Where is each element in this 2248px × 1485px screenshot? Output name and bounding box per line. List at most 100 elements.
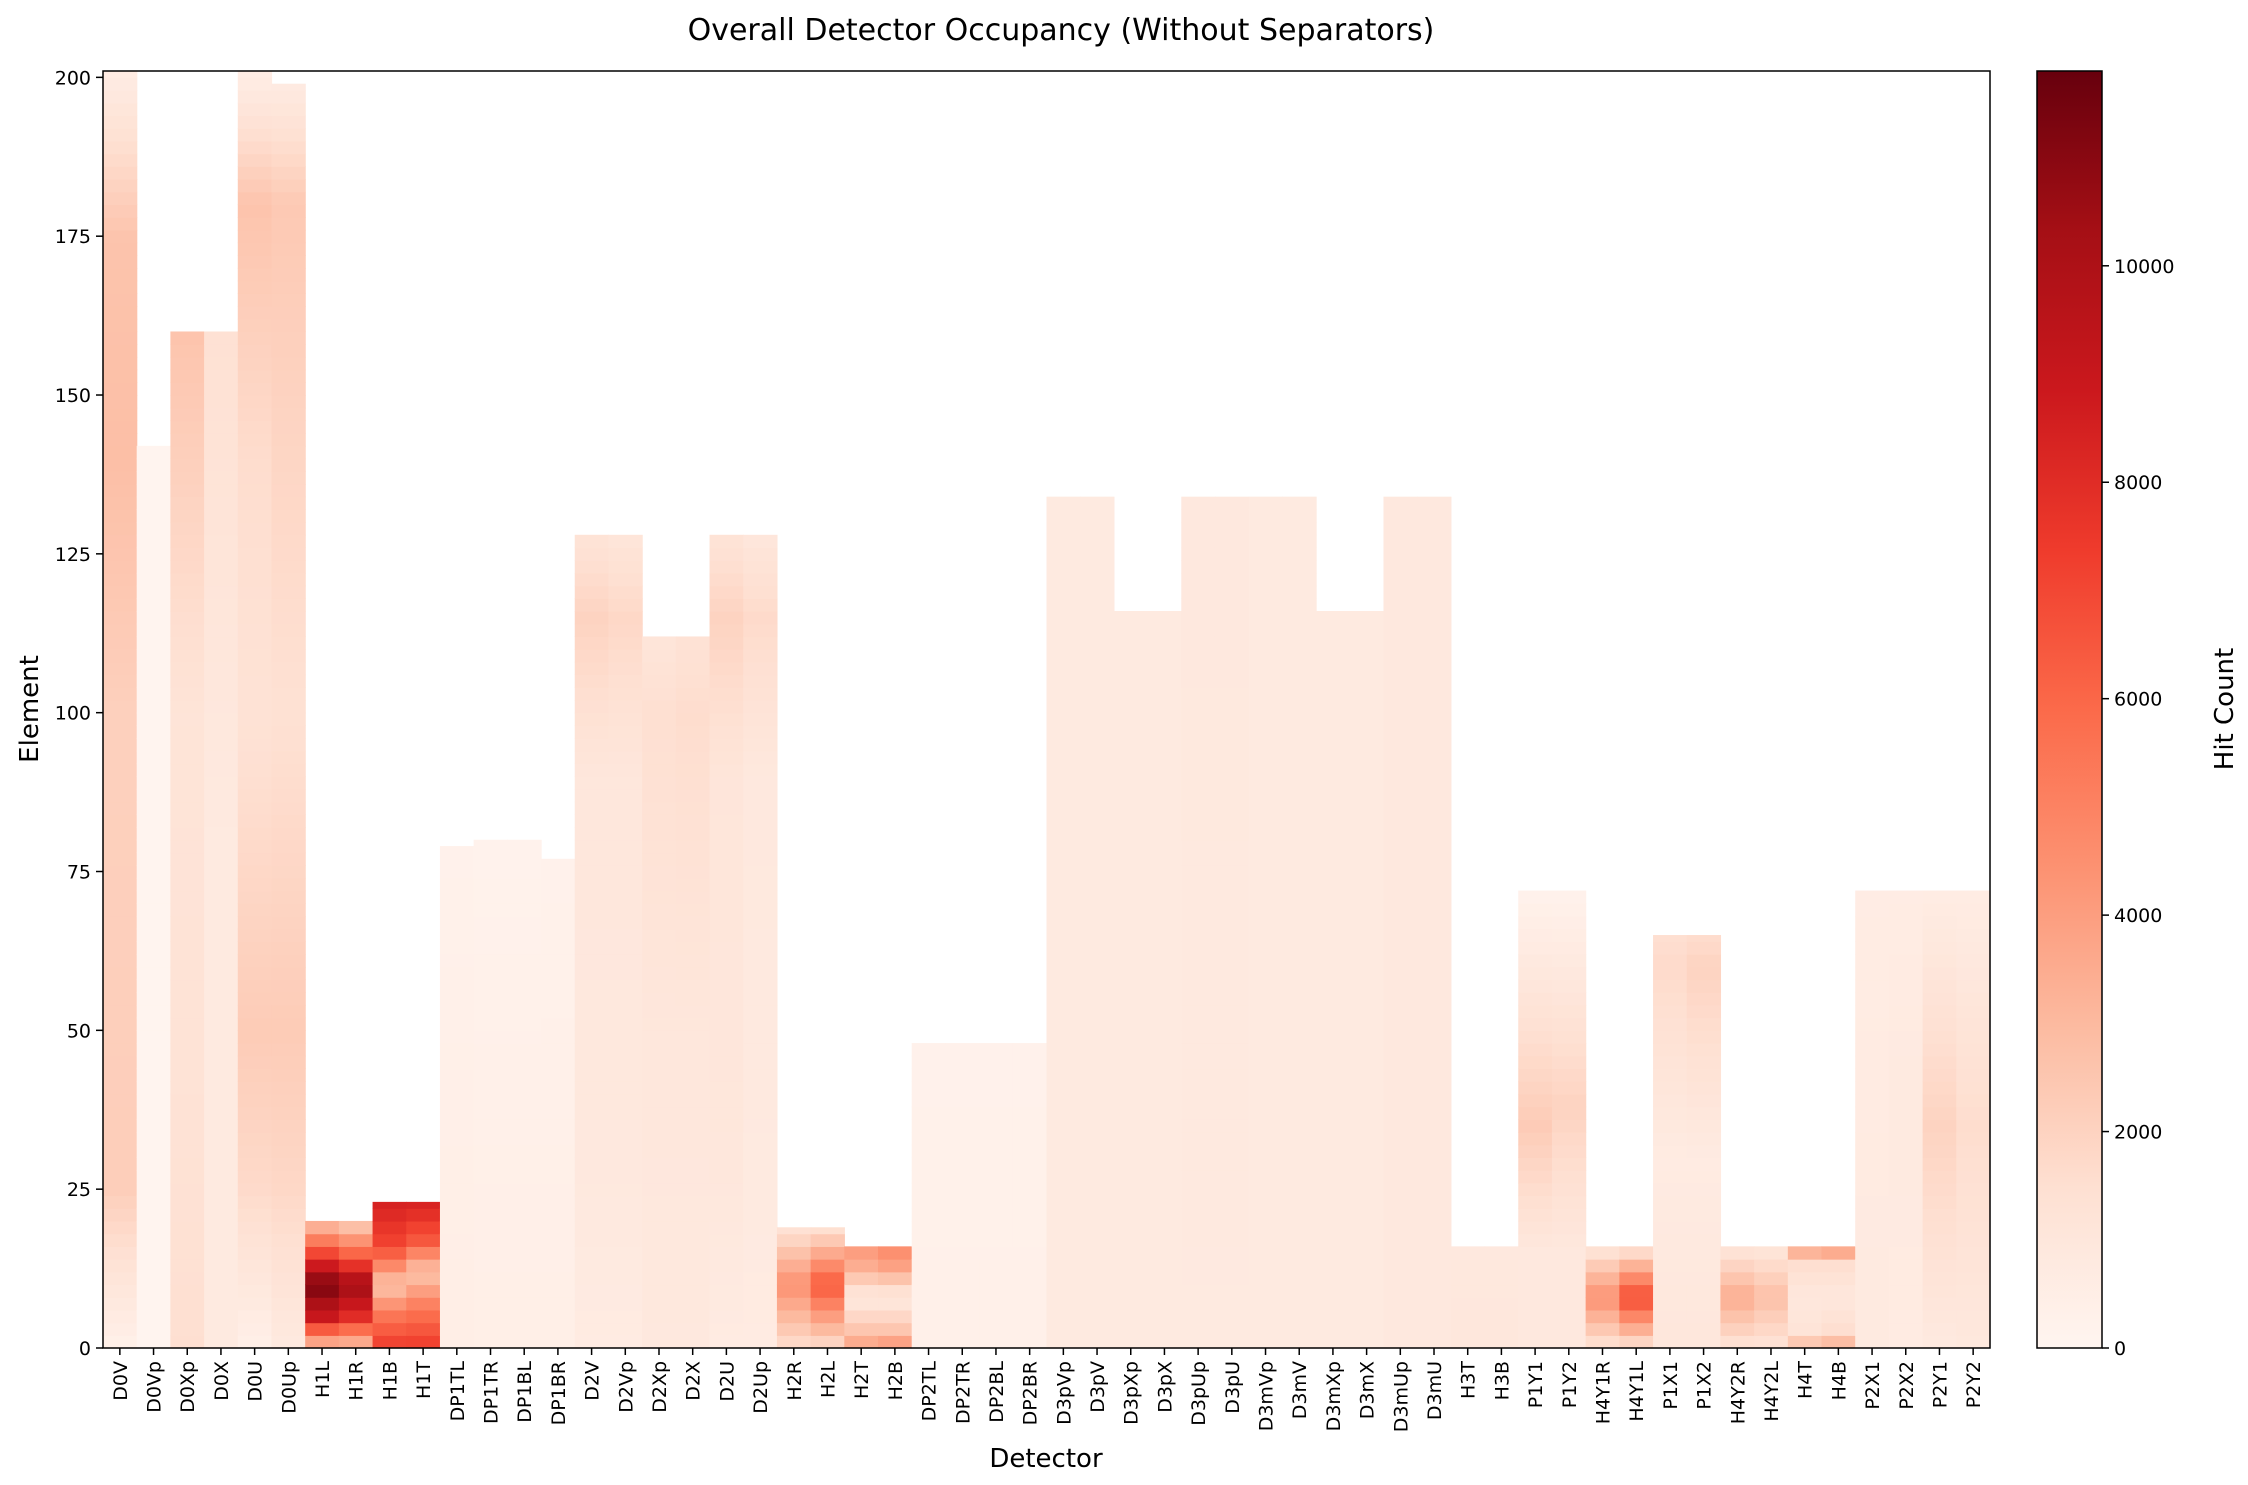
heatmap-cell: [675, 1055, 711, 1070]
heatmap-cell: [1113, 1055, 1149, 1070]
heatmap-cell: [103, 725, 138, 739]
heatmap-cell: [507, 1043, 542, 1057]
heatmap-cell: [709, 1017, 744, 1031]
heatmap-cell: [1383, 725, 1418, 739]
heatmap-cell: [608, 992, 643, 1006]
heatmap-cell: [372, 1335, 407, 1349]
heatmap-cell: [709, 1182, 744, 1197]
heatmap-cell: [1113, 1195, 1149, 1209]
heatmap-cell: [1316, 1004, 1351, 1019]
heatmap-cell: [1080, 1004, 1115, 1019]
heatmap-cell: [743, 1106, 778, 1120]
heatmap-cell: [1113, 1131, 1149, 1146]
heatmap-cell: [1686, 1271, 1722, 1286]
heatmap-cell: [1383, 1322, 1418, 1336]
heatmap-cell: [1147, 738, 1182, 752]
heatmap-cell: [103, 407, 138, 422]
heatmap-cell: [1585, 1246, 1620, 1260]
heatmap-cell: [1383, 1106, 1418, 1120]
heatmap-cell: [1922, 1246, 1957, 1260]
heatmap-cell: [1080, 763, 1115, 777]
heatmap-cell: [1282, 1208, 1317, 1222]
heatmap-cell: [1450, 1284, 1486, 1298]
heatmap-cell: [1147, 636, 1182, 650]
heatmap-cell: [103, 1068, 138, 1082]
heatmap-cell: [743, 763, 778, 777]
heatmap-cell: [1417, 954, 1452, 968]
heatmap-cell: [1686, 1233, 1722, 1247]
heatmap-cell: [743, 1004, 778, 1019]
heatmap-cell: [1484, 1246, 1519, 1260]
heatmap-cell: [1686, 1259, 1722, 1273]
heatmap-cell: [1012, 1170, 1048, 1184]
heatmap-cell: [642, 1195, 677, 1209]
heatmap-cell: [1080, 1322, 1115, 1336]
heatmap-cell: [1080, 661, 1115, 676]
heatmap-cell: [1248, 1131, 1283, 1146]
heatmap-cell: [1080, 903, 1115, 917]
heatmap-cell: [1855, 1131, 1890, 1146]
heatmap-cell: [642, 725, 677, 739]
heatmap-cell: [1888, 1309, 1924, 1324]
heatmap-cell: [709, 725, 744, 739]
heatmap-cell: [473, 1157, 508, 1171]
heatmap-cell: [439, 1131, 475, 1146]
heatmap-cell: [1518, 1030, 1553, 1044]
detector-column-D3pVp: [1046, 496, 1081, 1349]
heatmap-cell: [204, 623, 239, 638]
heatmap-cell: [473, 1055, 508, 1070]
heatmap-cell: [1653, 1309, 1688, 1324]
heatmap-cell: [1282, 636, 1317, 650]
heatmap-cell: [136, 725, 171, 739]
heatmap-cell: [1417, 865, 1452, 879]
heatmap-cell: [1349, 814, 1385, 828]
x-tick-label: D3pVp: [1053, 1361, 1075, 1425]
heatmap-cell: [170, 496, 205, 510]
heatmap-cell: [1113, 636, 1149, 650]
heatmap-cell: [237, 776, 273, 790]
heatmap-cell: [237, 1284, 273, 1298]
heatmap-cell: [473, 966, 508, 981]
heatmap-cell: [1012, 1093, 1048, 1108]
heatmap-cell: [1417, 890, 1452, 904]
heatmap-cell: [1888, 1144, 1924, 1159]
heatmap-cell: [204, 433, 239, 447]
heatmap-cell: [1046, 649, 1081, 663]
heatmap-cell: [271, 217, 306, 231]
heatmap-cell: [1484, 1259, 1519, 1273]
heatmap-cell: [574, 1055, 610, 1070]
heatmap-cell: [776, 1233, 812, 1247]
heatmap-cell: [204, 496, 239, 510]
heatmap-cell: [1956, 1043, 1991, 1057]
heatmap-cell: [136, 852, 171, 866]
heatmap-cell: [1349, 776, 1385, 790]
heatmap-cell: [237, 1309, 273, 1324]
heatmap-cell: [136, 750, 171, 765]
heatmap-cell: [1686, 1170, 1722, 1184]
detector-column-H2B: [878, 1246, 913, 1349]
heatmap-cell: [642, 1055, 677, 1070]
heatmap-cell: [743, 801, 778, 815]
heatmap-cell: [204, 1093, 239, 1108]
heatmap-cell: [271, 814, 306, 828]
heatmap-cell: [743, 852, 778, 866]
heatmap-cell: [1518, 1182, 1553, 1197]
heatmap-cell: [1248, 699, 1283, 714]
heatmap-cell: [1686, 1335, 1722, 1349]
heatmap-cell: [1282, 712, 1317, 726]
heatmap-cell: [1113, 1259, 1149, 1273]
heatmap-cell: [709, 928, 744, 942]
heatmap-cell: [1417, 496, 1452, 510]
heatmap-cell: [271, 547, 306, 561]
heatmap-cell: [1113, 839, 1149, 854]
heatmap-cell: [1855, 1297, 1890, 1311]
heatmap-cell: [1383, 941, 1418, 955]
heatmap-cell: [271, 1004, 306, 1019]
heatmap-cell: [1316, 814, 1351, 828]
heatmap-cell: [1383, 649, 1418, 663]
heatmap-cell: [136, 877, 171, 892]
heatmap-cell: [204, 788, 239, 803]
heatmap-cell: [675, 1297, 711, 1311]
heatmap-cell: [1282, 1195, 1317, 1209]
heatmap-cell: [642, 1259, 677, 1273]
